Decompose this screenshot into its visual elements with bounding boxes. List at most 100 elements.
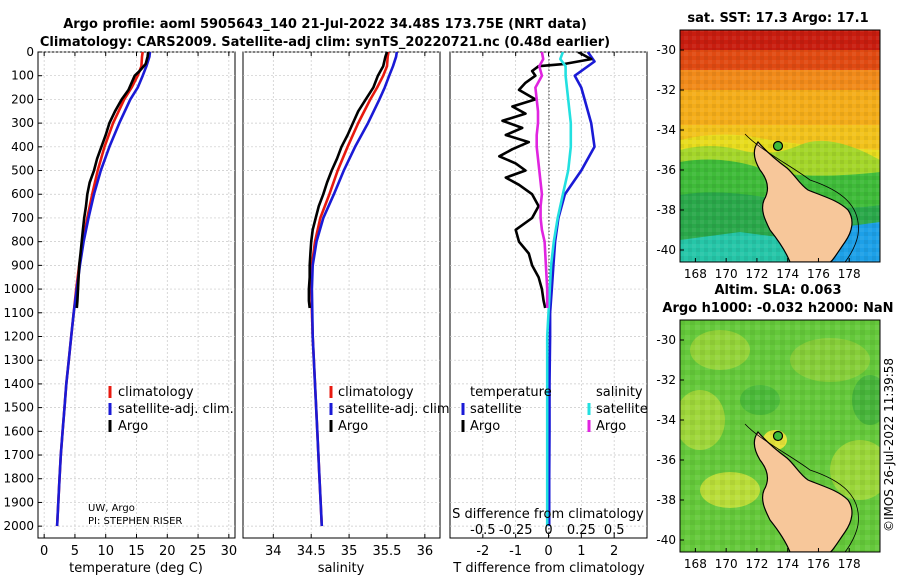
legend-climatology: climatology xyxy=(118,385,194,400)
x-tick-label: 34 xyxy=(265,544,282,559)
difference-axis-label: T difference from climatology xyxy=(452,561,645,576)
legend-satellite-adj: satellite-adj. clim. xyxy=(118,402,234,417)
figure-title-line1: Argo profile: aoml 5905643_140 21-Jul-20… xyxy=(63,17,587,32)
salinity-lines xyxy=(307,52,399,527)
lon-tick-label: 174 xyxy=(776,267,799,281)
legend-climatology: climatology xyxy=(338,385,414,400)
lat-tick-label: -36 xyxy=(656,453,676,467)
depth-tick-label: 1400 xyxy=(3,377,34,391)
legend-satellite-adj: satellite-adj. clim. xyxy=(338,402,454,417)
lon-tick-label: 176 xyxy=(807,267,830,281)
depth-tick-label: 600 xyxy=(11,187,34,201)
legend-argo: Argo xyxy=(338,419,368,434)
x-tick-label: -1 xyxy=(509,544,522,559)
lon-tick-label: 168 xyxy=(684,267,707,281)
lon-tick-label: 172 xyxy=(745,267,768,281)
legend-argo: Argo xyxy=(118,419,148,434)
lon-tick-label: 170 xyxy=(715,557,738,571)
series-line-s-argo xyxy=(534,52,549,308)
legend-s-argo: Argo xyxy=(596,419,626,434)
x-tick-label: 0 xyxy=(544,544,552,559)
x-tick-label: 35.5 xyxy=(372,544,401,559)
depth-tick-label: 900 xyxy=(11,258,34,272)
salinity-difference-scale: -0.5 -0.25 0 0.25 0.5 xyxy=(470,523,624,538)
lon-tick-label: 176 xyxy=(807,557,830,571)
x-tick-label: 10 xyxy=(97,544,114,559)
depth-tick-label: 700 xyxy=(11,211,34,225)
x-tick-label: 36 xyxy=(417,544,434,559)
s-diff-tick-label: 0.5 xyxy=(604,523,625,538)
series-line-argo xyxy=(75,52,150,309)
depth-tick-label: 1300 xyxy=(3,353,34,367)
credit-line2: PI: STEPHEN RISER xyxy=(88,516,182,527)
lon-tick-label: 170 xyxy=(715,267,738,281)
land-north-island xyxy=(753,431,853,552)
x-tick-label: 0 xyxy=(40,544,48,559)
depth-tick-label: 2000 xyxy=(3,519,34,533)
series-line-t-argo xyxy=(497,52,593,309)
salinity-panel: 34 34.5 35 35.5 36 salinity climatology sate… xyxy=(242,51,454,576)
sst-map-axes: 168 170 172 174 176 178 -30 -32 -34 -36 -38 -40 xyxy=(656,43,860,281)
sst-map-title: sat. SST: 17.3 Argo: 17.1 xyxy=(687,11,868,26)
argo-profile-marker xyxy=(772,140,784,152)
difference-top-axis-label: S difference from climatology xyxy=(452,507,644,522)
lat-tick-label: -30 xyxy=(656,333,676,347)
difference-panel: -2 -1 0 1 2 T difference from climatology S … xyxy=(449,51,648,576)
legend-s-satellite: satellite xyxy=(596,402,648,417)
lat-tick-label: -30 xyxy=(656,43,676,57)
lon-tick-label: 172 xyxy=(745,557,768,571)
legend-t-argo: Argo xyxy=(470,419,500,434)
lat-tick-label: -38 xyxy=(656,493,676,507)
lat-tick-label: -38 xyxy=(656,203,676,217)
lat-tick-label: -34 xyxy=(656,123,676,137)
depth-axis: 0 100 200 300 400 500 600 700 800 900 1000 1100 1200… xyxy=(3,45,42,533)
lat-tick-label: -36 xyxy=(656,163,676,177)
lat-tick-label: -32 xyxy=(656,83,676,97)
depth-tick-label: 800 xyxy=(11,235,34,249)
depth-tick-label: 1000 xyxy=(3,282,34,296)
depth-tick-label: 1100 xyxy=(3,306,34,320)
salinity-axis-label: salinity xyxy=(318,561,365,576)
temperature-axis-label: temperature (deg C) xyxy=(69,561,203,576)
depth-tick-label: 1700 xyxy=(3,448,34,462)
sla-map: Altim. SLA: 0.063 Argo h1000: -0.032 h20… xyxy=(656,283,893,571)
argo-profile-marker xyxy=(772,430,784,442)
temperature-panel: 0100200300400500600700800900100011001200… xyxy=(3,45,237,576)
bathymetry-contour xyxy=(744,133,859,262)
temperature-lines xyxy=(55,52,152,527)
x-tick-label: 1 xyxy=(577,544,585,559)
temperature-x-axis: 0 5 10 15 20 25 30 xyxy=(40,52,237,559)
credit-line1: UW, Argo xyxy=(88,503,135,514)
x-tick-label: 30 xyxy=(221,544,238,559)
difference-legend: temperature salinity satellite Argo sate… xyxy=(461,385,648,434)
depth-tick-label: 1600 xyxy=(3,424,34,438)
x-tick-label: 20 xyxy=(159,544,176,559)
depth-tick-label: 500 xyxy=(11,164,34,178)
lat-tick-label: -34 xyxy=(656,413,676,427)
temperature-legend: climatology satellite-adj. clim. Argo xyxy=(108,385,234,434)
x-tick-label: -2 xyxy=(476,544,489,559)
salinity-legend: climatology satellite-adj. clim. Argo xyxy=(329,385,454,434)
lat-tick-label: -40 xyxy=(656,533,676,547)
legend-t-satellite: satellite xyxy=(470,402,522,417)
depth-tick-label: 1500 xyxy=(3,401,34,415)
lon-tick-label: 178 xyxy=(838,557,861,571)
x-tick-label: 35 xyxy=(341,544,358,559)
s-diff-tick-label: 0.25 xyxy=(567,523,596,538)
depth-tick-label: 200 xyxy=(11,92,34,106)
imos-watermark: ©IMOS 26-Jul-2022 11:39:58 xyxy=(882,358,896,532)
salinity-x-axis: 34 34.5 35 35.5 36 xyxy=(265,52,433,559)
depth-tick-label: 1800 xyxy=(3,472,34,486)
lon-tick-label: 174 xyxy=(776,557,799,571)
land-north-island xyxy=(753,141,853,262)
lat-tick-label: -40 xyxy=(656,243,676,257)
series-line-s-satellite xyxy=(545,52,573,527)
x-tick-label: 25 xyxy=(190,544,207,559)
lat-tick-label: -32 xyxy=(656,373,676,387)
bathymetry-contour xyxy=(744,423,859,552)
x-tick-label: 5 xyxy=(71,544,79,559)
sst-map: sat. SST: 17.3 Argo: 17.1 168 170 172 174 17… xyxy=(656,11,881,281)
lon-tick-label: 168 xyxy=(684,557,707,571)
difference-x-axis: -2 -1 0 1 2 xyxy=(476,52,618,559)
